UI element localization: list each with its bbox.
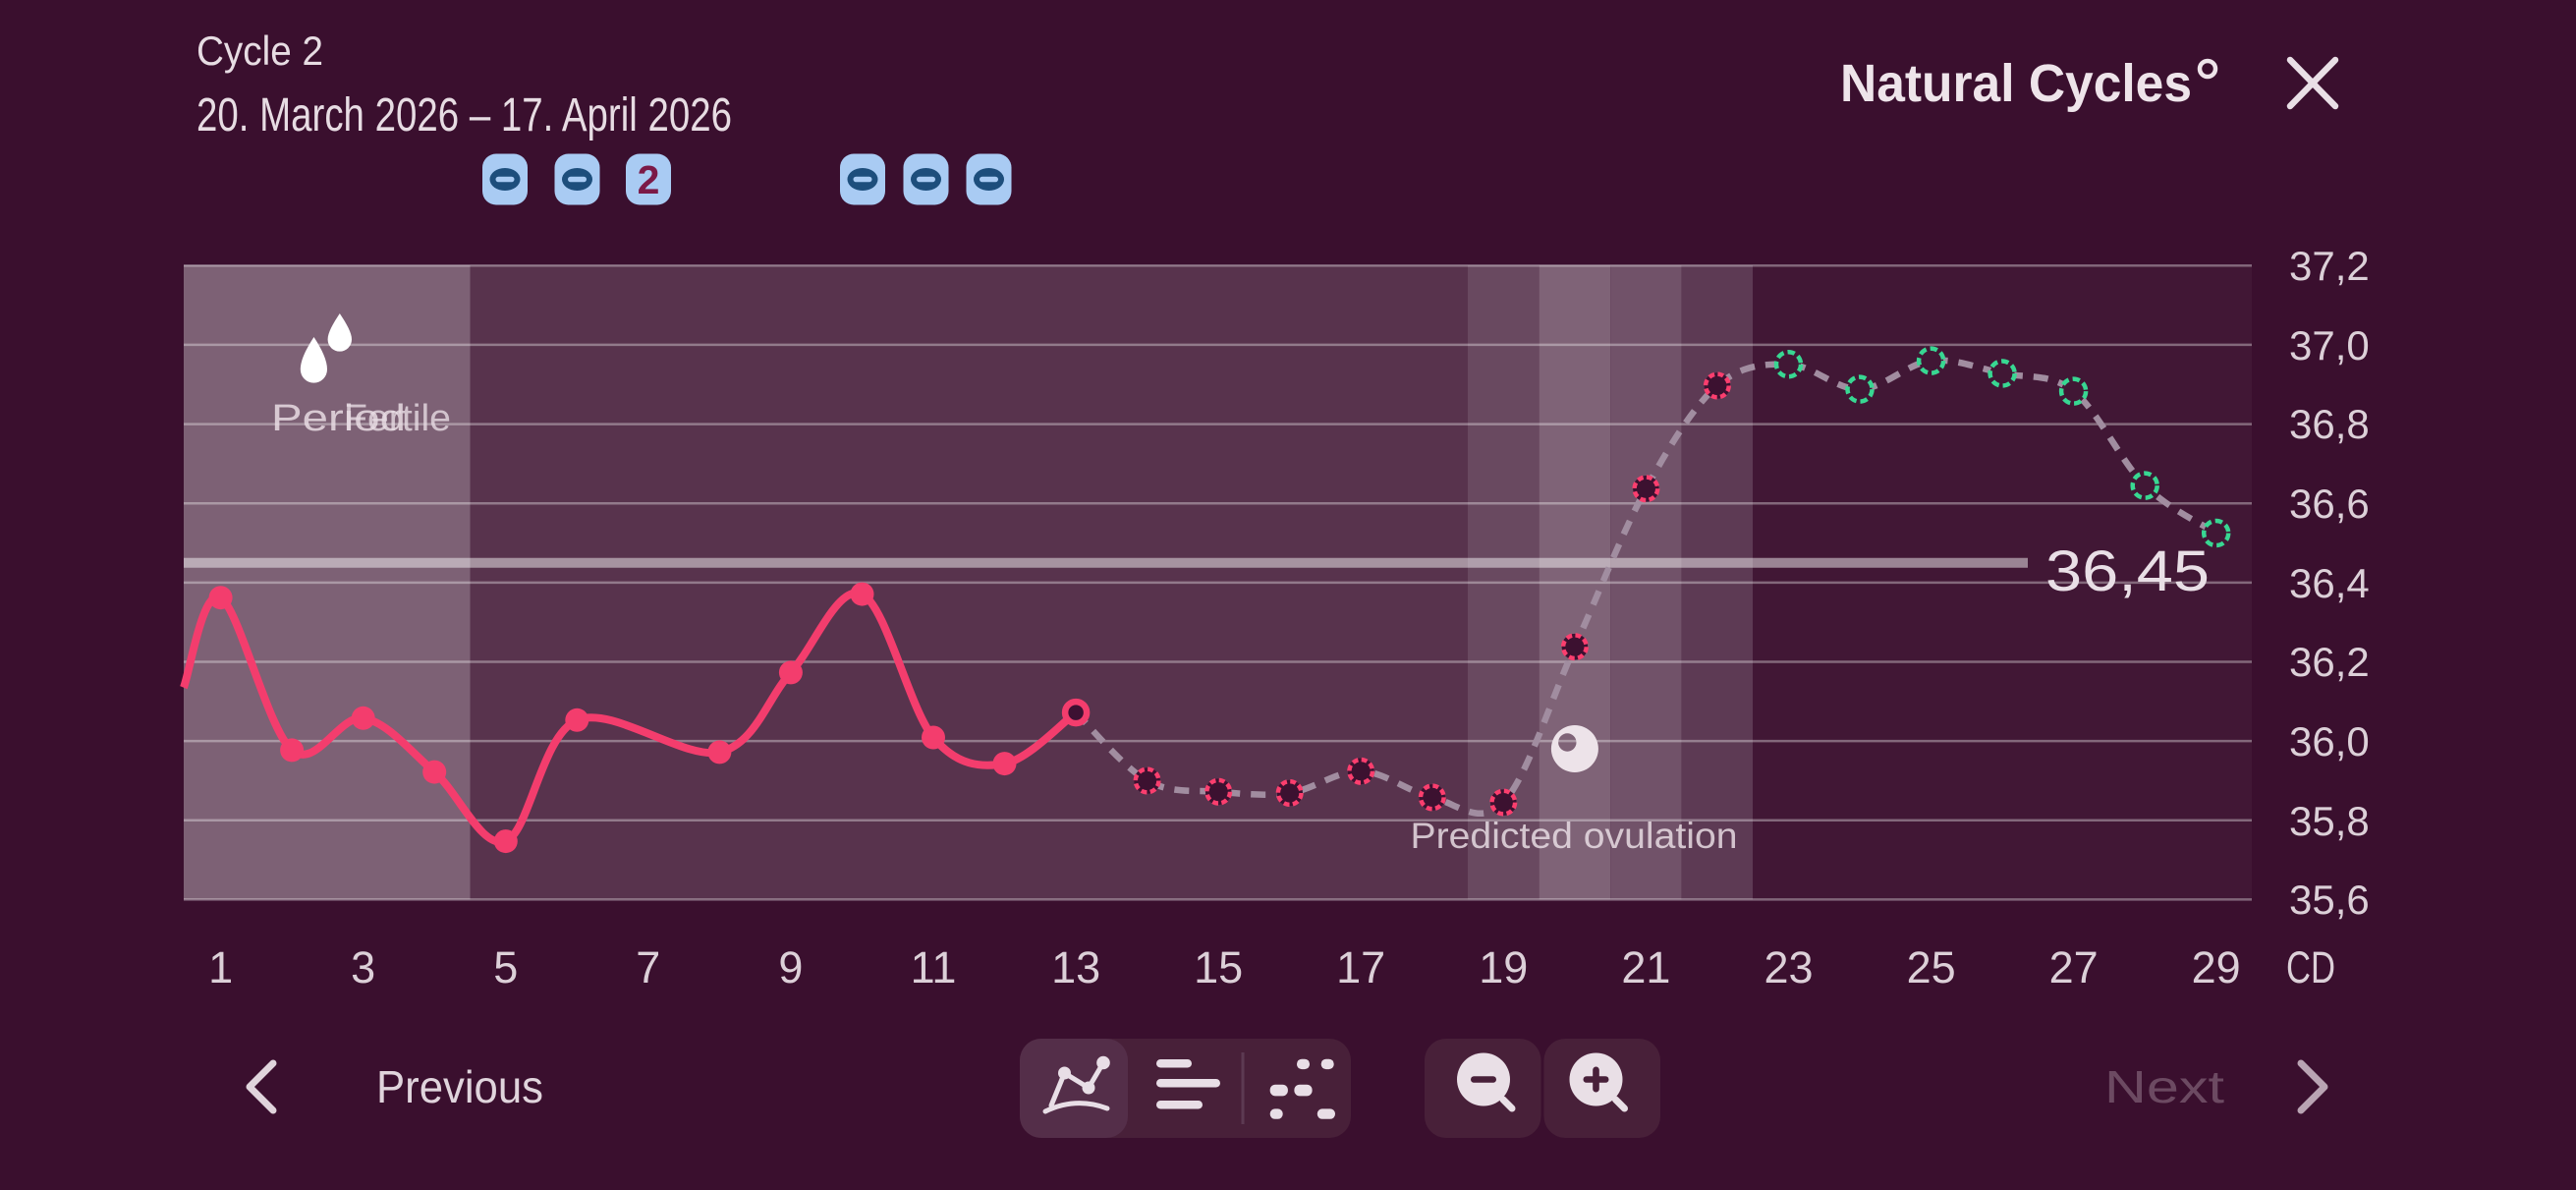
svg-text:35,8: 35,8	[2289, 798, 2370, 844]
svg-text:Natural Cycles: Natural Cycles	[1840, 54, 2192, 113]
svg-text:37,2: 37,2	[2289, 243, 2370, 289]
svg-text:36,2: 36,2	[2289, 639, 2370, 685]
svg-text:5: 5	[493, 942, 518, 992]
svg-text:CD: CD	[2286, 942, 2335, 992]
svg-text:13: 13	[1051, 942, 1100, 992]
svg-text:1: 1	[208, 942, 233, 992]
svg-text:9: 9	[778, 942, 803, 992]
svg-text:7: 7	[636, 942, 660, 992]
svg-text:17: 17	[1336, 942, 1385, 992]
svg-text:Fertile: Fertile	[344, 398, 451, 439]
svg-text:23: 23	[1764, 942, 1813, 992]
svg-text:3: 3	[351, 942, 375, 992]
svg-text:29: 29	[2192, 942, 2241, 992]
svg-text:Predicted ovulation: Predicted ovulation	[1411, 816, 1738, 856]
svg-text:Period: Period	[271, 398, 406, 439]
svg-text:35,6: 35,6	[2289, 877, 2370, 923]
svg-text:36,8: 36,8	[2289, 401, 2370, 447]
svg-text:Previous: Previous	[376, 1061, 543, 1112]
svg-text:11: 11	[911, 942, 957, 992]
svg-text:2: 2	[638, 157, 660, 202]
svg-text:15: 15	[1194, 942, 1243, 992]
svg-text:21: 21	[1621, 942, 1670, 992]
svg-text:19: 19	[1479, 942, 1528, 992]
svg-text:Next: Next	[2104, 1061, 2224, 1112]
svg-text:36,6: 36,6	[2289, 481, 2370, 527]
svg-text:37,0: 37,0	[2289, 322, 2370, 368]
svg-text:36,4: 36,4	[2289, 560, 2370, 606]
svg-text:25: 25	[1907, 942, 1956, 992]
svg-text:36,45: 36,45	[2045, 539, 2210, 603]
svg-text:Cycle 2: Cycle 2	[196, 28, 323, 74]
svg-text:20. March 2026 – 17. April 202: 20. March 2026 – 17. April 2026	[196, 89, 732, 142]
svg-text:36,0: 36,0	[2289, 718, 2370, 765]
svg-text:27: 27	[2049, 942, 2099, 992]
